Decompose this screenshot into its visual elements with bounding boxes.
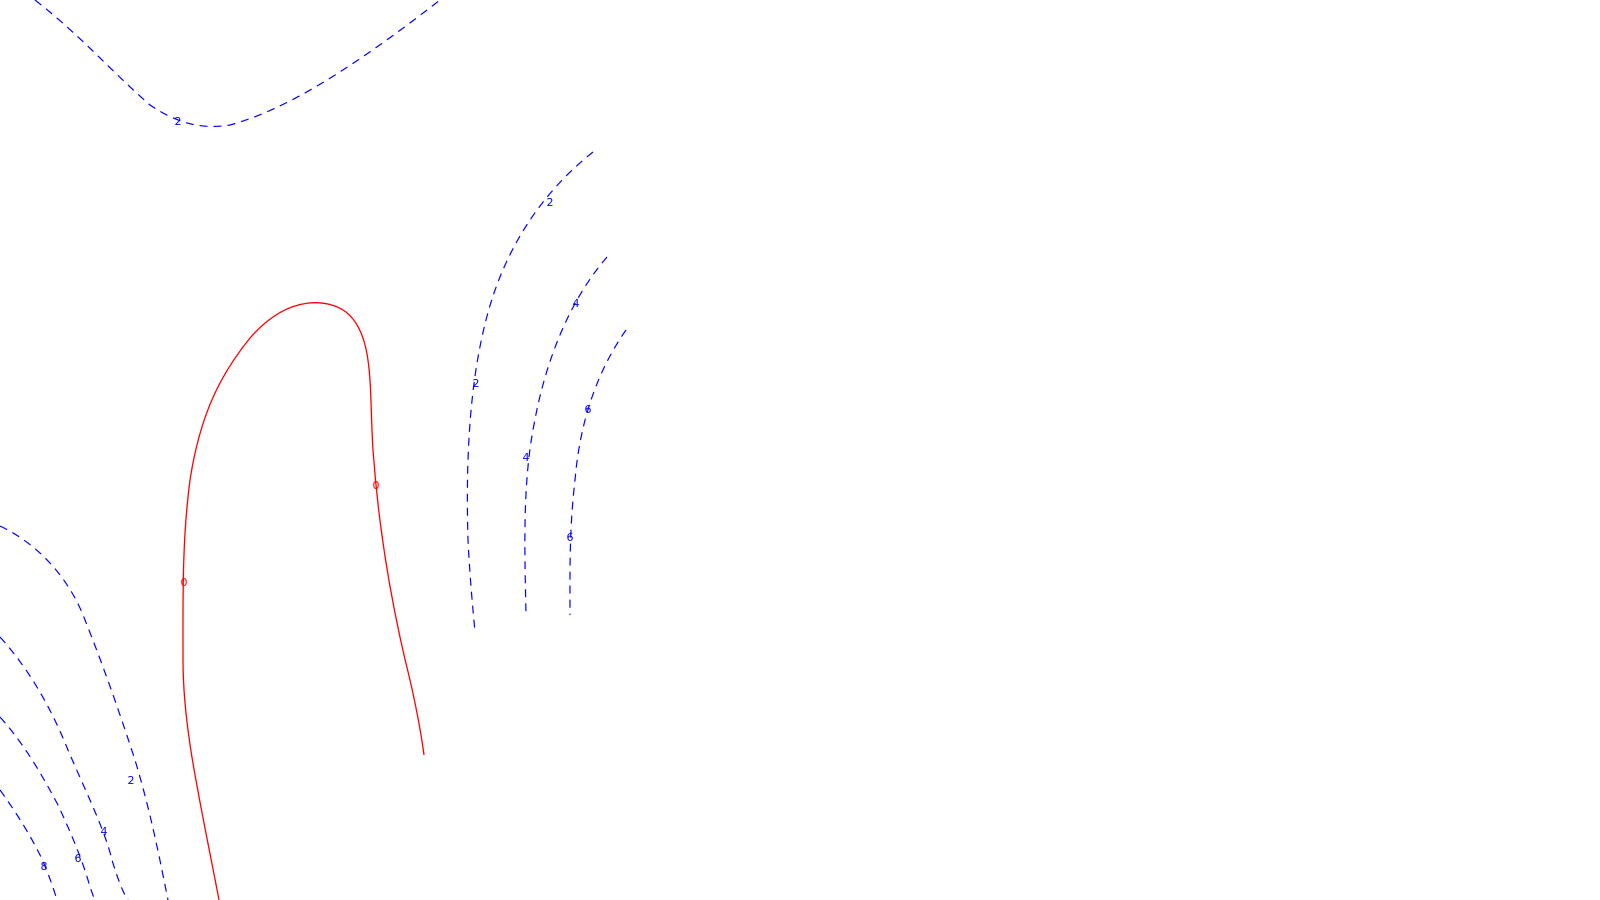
contour-label-bottom-2: 2 xyxy=(128,774,135,787)
contour-line-bottom-4 xyxy=(0,636,129,900)
contour-label-mid-2-lower: 2 xyxy=(473,377,480,390)
contour-line-mid-6 xyxy=(569,329,627,616)
contour-label-zero-right: 0 xyxy=(373,479,380,492)
contour-line-zero xyxy=(182,302,425,900)
contour-label-bottom-6: 6 xyxy=(75,852,82,865)
contour-line-top-2 xyxy=(34,0,441,128)
contour-line-mid-2 xyxy=(466,151,594,633)
contour-label-bottom-8: 8 xyxy=(41,860,48,873)
contour-label-mid-4-lower: 4 xyxy=(523,451,530,464)
contour-label-mid-4-upper: 4 xyxy=(573,297,580,310)
contour-label-zero-left: 0 xyxy=(181,576,188,589)
contour-line-bottom-8 xyxy=(0,789,58,900)
contour-label-top-2: 2 xyxy=(175,115,182,128)
contour-label-mid-6-upper: 6 xyxy=(585,403,592,416)
contour-label-mid-2-upper: 2 xyxy=(547,196,554,209)
contour-label-mid-6-lower: 6 xyxy=(567,531,574,544)
contour-line-bottom-6 xyxy=(0,716,96,900)
contour-label-bottom-4: 4 xyxy=(101,825,108,838)
